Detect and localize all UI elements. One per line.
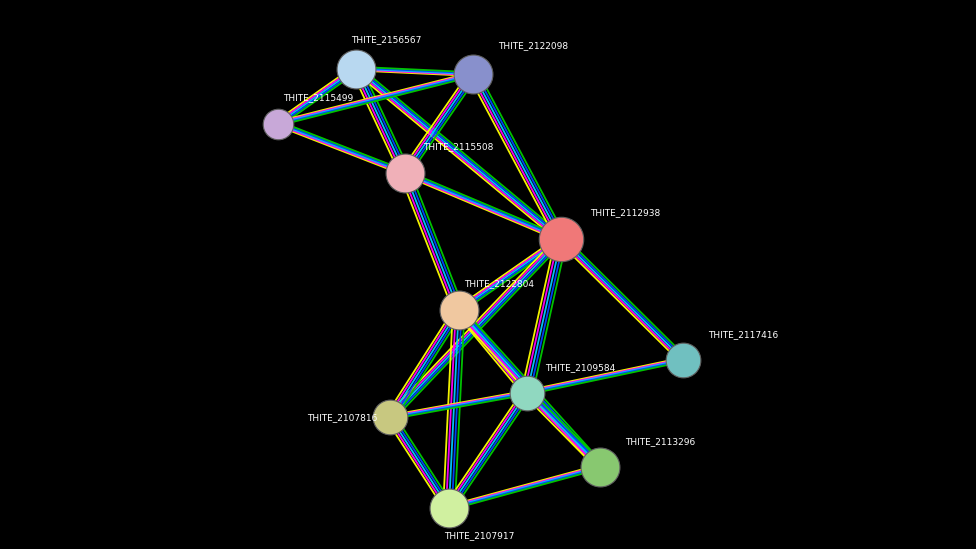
Point <box>519 388 535 397</box>
Point <box>348 64 364 73</box>
Point <box>270 119 286 128</box>
Text: THITE_2113296: THITE_2113296 <box>625 438 695 446</box>
Point <box>383 413 398 422</box>
Point <box>592 462 608 471</box>
Text: THITE_2107917: THITE_2107917 <box>444 531 514 540</box>
Point <box>451 306 467 315</box>
Text: THITE_2109584: THITE_2109584 <box>545 363 615 372</box>
Text: THITE_2122804: THITE_2122804 <box>464 279 534 288</box>
Text: THITE_2122098: THITE_2122098 <box>498 41 568 50</box>
Text: THITE_2115499: THITE_2115499 <box>283 93 353 102</box>
Text: THITE_2112938: THITE_2112938 <box>590 208 661 217</box>
Point <box>397 169 413 177</box>
Text: THITE_2156567: THITE_2156567 <box>351 36 422 44</box>
Point <box>441 503 457 512</box>
Point <box>675 355 691 364</box>
Text: THITE_2115508: THITE_2115508 <box>423 142 493 151</box>
Text: THITE_2117416: THITE_2117416 <box>708 330 778 339</box>
Point <box>466 70 481 79</box>
Text: THITE_2107816: THITE_2107816 <box>307 413 378 422</box>
Point <box>553 234 569 243</box>
